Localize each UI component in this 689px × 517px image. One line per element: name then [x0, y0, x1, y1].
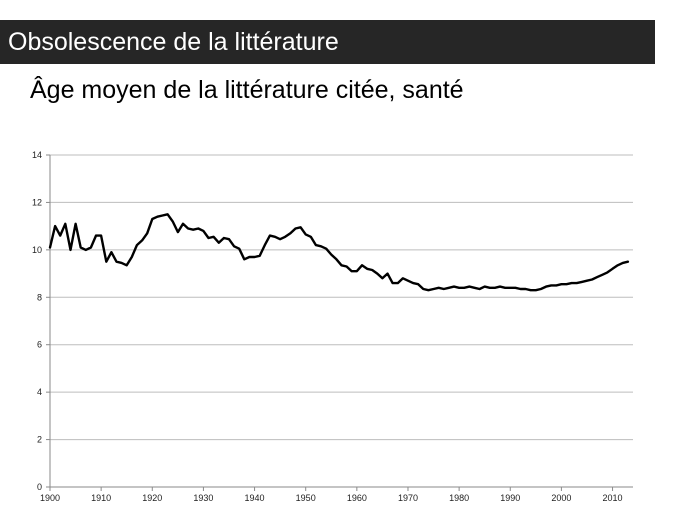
y-tick-label: 6 [37, 340, 42, 350]
x-tick-label: 2010 [603, 493, 623, 503]
x-tick-label: 1920 [142, 493, 162, 503]
series-layer [48, 213, 630, 292]
x-tick-label: 1940 [245, 493, 265, 503]
x-tick-label: 1960 [347, 493, 367, 503]
chart-title: Âge moyen de la littérature citée, santé [30, 76, 464, 104]
x-tick-label: 1910 [91, 493, 111, 503]
series-line-0 [48, 213, 630, 292]
x-tick-label: 2000 [551, 493, 571, 503]
x-tick-label: 1900 [40, 493, 60, 503]
y-tick-label: 10 [32, 245, 42, 255]
y-tick-label: 2 [37, 435, 42, 445]
y-tick-label: 14 [32, 150, 42, 160]
y-tick-label: 12 [32, 197, 42, 207]
x-tick-label: 1980 [449, 493, 469, 503]
y-tick-label: 8 [37, 292, 42, 302]
y-tick-label: 4 [37, 387, 42, 397]
tick-labels: 0 2 4 6 8 10 12 14 1900 1910 1920 1930 1940 1950 1960 1… [32, 150, 623, 503]
x-tick-label: 1930 [193, 493, 213, 503]
grid-lines [50, 154, 633, 441]
x-tick-label: 1990 [500, 493, 520, 503]
y-tick-label: 0 [37, 482, 42, 492]
banner-title: Obsolescence de la littérature [0, 20, 655, 64]
x-tick-label: 1950 [296, 493, 316, 503]
axes [46, 154, 633, 491]
x-tick-label: 1970 [398, 493, 418, 503]
